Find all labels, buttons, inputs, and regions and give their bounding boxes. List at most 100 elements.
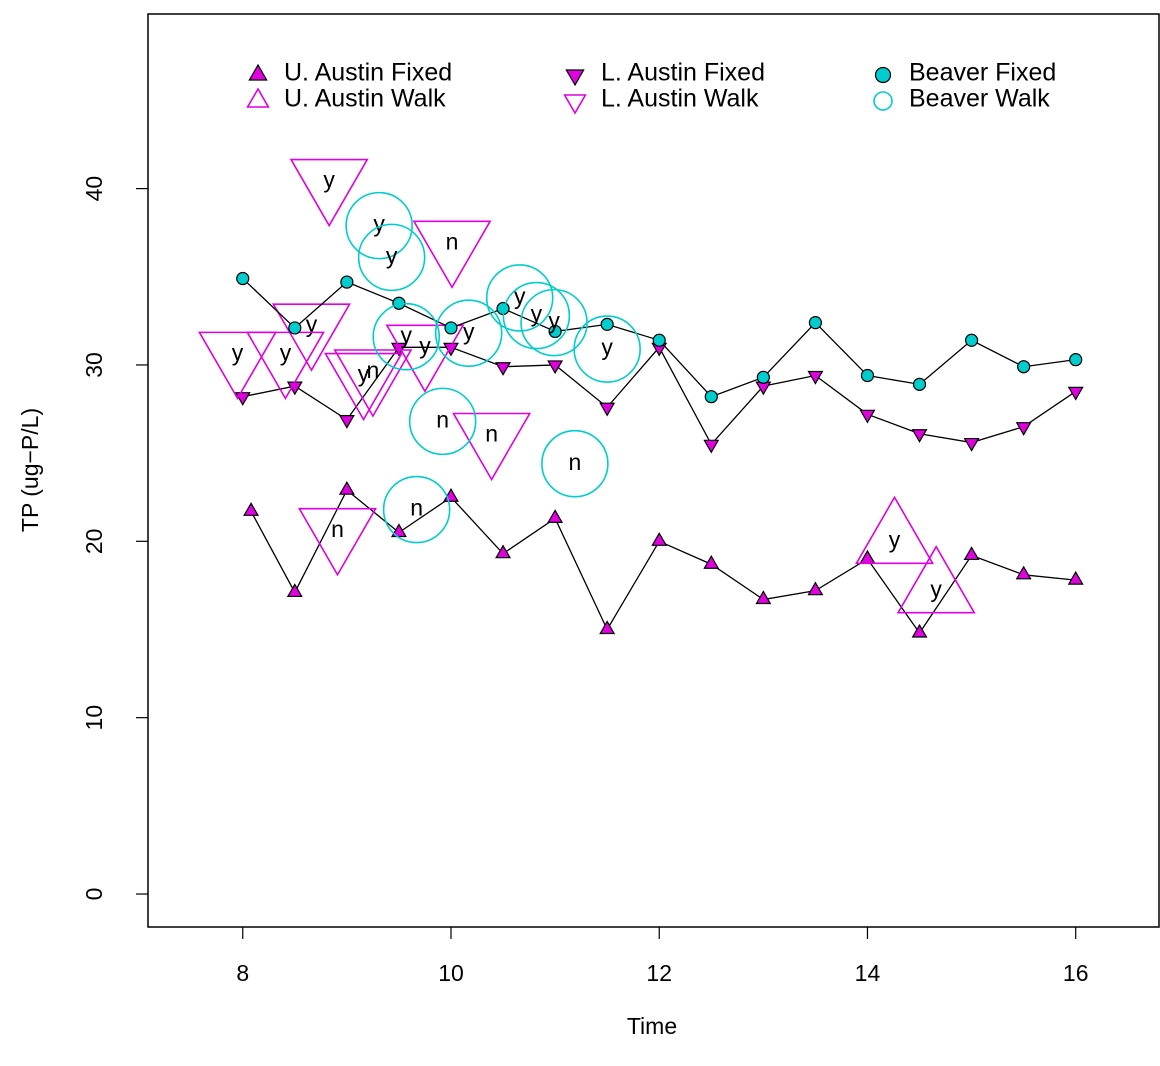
data-point <box>756 370 770 384</box>
data-point <box>547 360 564 375</box>
point-label: n <box>436 406 449 432</box>
data-point <box>385 324 465 393</box>
point-label: y <box>889 526 901 552</box>
data-point <box>703 439 720 454</box>
legend-label: L. Austin Fixed <box>601 59 765 87</box>
y-axis-label: TP (ug−P/L) <box>17 408 43 532</box>
data-point <box>495 362 512 376</box>
x-tick-label: 8 <box>236 960 249 986</box>
data-point <box>599 402 616 417</box>
data-point <box>1015 422 1032 436</box>
point-label: y <box>386 242 398 268</box>
y-tick-label: 10 <box>81 705 107 731</box>
data-point <box>1067 570 1084 585</box>
data-point <box>1069 353 1083 367</box>
data-point <box>548 324 562 339</box>
data-point <box>434 299 503 368</box>
data-point <box>412 220 492 289</box>
data-point <box>198 331 278 400</box>
data-point <box>289 158 369 228</box>
data-point <box>408 387 477 456</box>
data-point <box>600 317 614 331</box>
data-point <box>541 429 609 498</box>
point-label: y <box>358 361 370 387</box>
x-tick-label: 16 <box>1063 960 1089 986</box>
legend-symbol <box>874 66 892 84</box>
data-point <box>704 390 718 404</box>
data-point <box>286 583 303 598</box>
data-point <box>1015 565 1032 580</box>
y-tick-label: 30 <box>81 352 107 378</box>
data-point <box>807 370 824 385</box>
data-point <box>444 321 458 335</box>
data-point <box>911 429 928 443</box>
y-tick-label: 40 <box>81 176 107 202</box>
data-point <box>345 191 413 260</box>
data-point <box>896 545 976 614</box>
data-point <box>547 509 564 523</box>
data-point <box>338 415 355 429</box>
data-point <box>288 321 302 335</box>
data-point <box>860 368 875 383</box>
data-point <box>390 523 407 538</box>
point-label: n <box>366 357 379 383</box>
data-point <box>652 333 666 347</box>
point-label: y <box>548 308 560 334</box>
data-point <box>502 281 571 350</box>
data-point <box>911 623 928 638</box>
data-point <box>298 507 377 577</box>
point-label: y <box>373 211 385 237</box>
data-point <box>338 480 355 495</box>
x-tick-label: 10 <box>438 960 464 986</box>
x-tick-label: 14 <box>855 960 881 986</box>
data-point <box>807 581 824 596</box>
legend-symbol <box>248 63 268 81</box>
data-point <box>333 349 413 418</box>
legend-label: U. Austin Walk <box>284 85 446 113</box>
legend-symbol <box>563 94 587 115</box>
x-tick-label: 12 <box>646 960 672 986</box>
point-label: y <box>419 332 431 358</box>
data-point <box>286 381 303 396</box>
legend-label: Beaver Walk <box>909 85 1050 113</box>
point-label: y <box>463 318 475 344</box>
data-point <box>443 342 459 357</box>
plot-frame <box>147 13 1160 928</box>
point-label: y <box>531 301 543 327</box>
legend-symbol <box>246 87 270 108</box>
point-label: n <box>446 228 459 254</box>
point-label: y <box>306 311 318 337</box>
data-point <box>1017 360 1031 374</box>
legend-label: U. Austin Fixed <box>284 59 452 87</box>
data-point <box>271 303 351 372</box>
data-point <box>340 275 354 289</box>
data-point <box>855 495 935 565</box>
data-point <box>452 412 532 482</box>
data-point <box>755 590 772 605</box>
legend-symbol <box>565 69 585 87</box>
data-point <box>372 302 441 371</box>
data-point <box>382 475 451 544</box>
data-point <box>1067 386 1084 401</box>
data-point <box>963 546 980 561</box>
data-point <box>651 532 668 546</box>
x-axis-label: Time <box>627 1013 677 1039</box>
data-point <box>964 333 979 347</box>
data-point <box>599 620 616 635</box>
data-point <box>808 316 823 330</box>
data-point <box>485 264 554 332</box>
point-label: n <box>410 495 423 521</box>
legend-label: Beaver Fixed <box>909 59 1056 87</box>
data-point <box>236 271 250 286</box>
point-label: n <box>485 421 498 447</box>
point-label: n <box>331 516 344 542</box>
data-point <box>245 331 325 400</box>
legend-symbol <box>873 91 893 111</box>
y-tick-label: 20 <box>81 529 107 555</box>
point-label: y <box>323 167 335 193</box>
point-label: y <box>400 322 412 348</box>
point-label: y <box>930 576 942 602</box>
data-point <box>573 315 641 383</box>
data-point <box>324 352 404 422</box>
